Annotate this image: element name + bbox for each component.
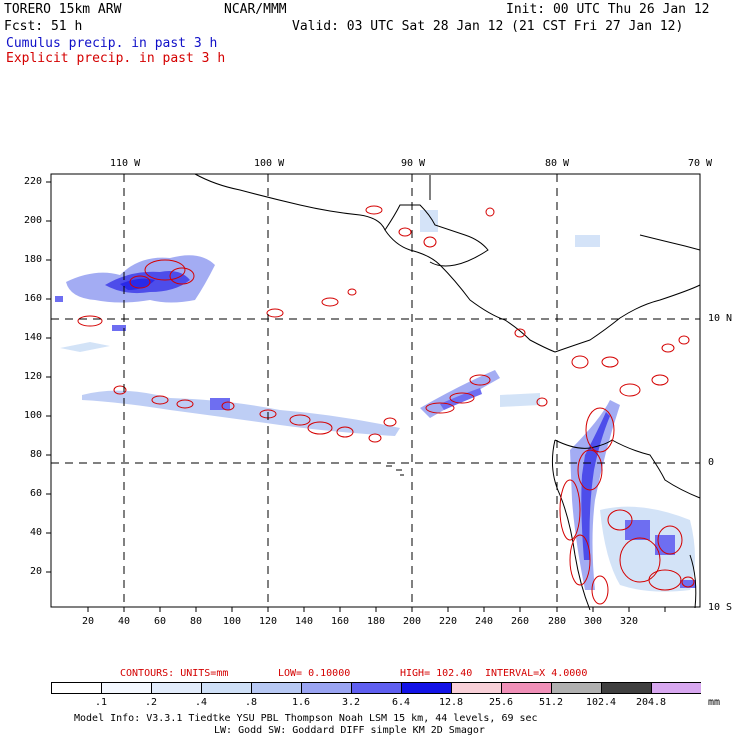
lon-label-110w: 110 W — [110, 158, 141, 169]
colorbar-label: 3.2 — [341, 697, 361, 708]
y-tick: 20 — [30, 566, 43, 577]
valid-time: Valid: 03 UTC Sat 28 Jan 12 (21 CST Fri … — [292, 19, 684, 34]
lon-label-100w: 100 W — [254, 158, 285, 169]
colorbar-swatch — [351, 682, 401, 694]
lon-label-80w: 80 W — [545, 158, 570, 169]
y-tick: 40 — [30, 527, 43, 538]
lat-label-0: 0 — [708, 457, 715, 468]
y-tick: 180 — [24, 254, 43, 265]
colorbar-label: .8 — [244, 697, 258, 708]
colorbar-label: .2 — [144, 697, 158, 708]
x-tick: 220 — [439, 616, 458, 627]
x-tick: 40 — [118, 616, 131, 627]
colorbar-swatch — [301, 682, 351, 694]
latlon-grid — [51, 174, 700, 607]
x-tick: 160 — [331, 616, 350, 627]
x-tick: 200 — [403, 616, 422, 627]
tick-marks — [46, 181, 666, 612]
colorbar-label: 51.2 — [538, 697, 564, 708]
explicit-legend: Explicit precip. in past 3 h — [6, 51, 226, 66]
colorbar-swatch — [501, 682, 551, 694]
y-tick: 100 — [24, 410, 43, 421]
y-tick: 220 — [24, 176, 43, 187]
y-tick: 200 — [24, 215, 43, 226]
colorbar-swatch — [51, 682, 101, 694]
colorbar-swatch — [451, 682, 501, 694]
colorbar-swatch — [601, 682, 651, 694]
y-tick: 80 — [30, 449, 43, 460]
y-tick: 140 — [24, 332, 43, 343]
init-time: Init: 00 UTC Thu 26 Jan 12 — [506, 2, 710, 17]
colorbar-swatch — [401, 682, 451, 694]
colorbar-label: 1.6 — [291, 697, 311, 708]
x-tick: 240 — [475, 616, 494, 627]
lon-label-90w: 90 W — [401, 158, 426, 169]
coastlines — [194, 173, 701, 611]
cumulus-legend: Cumulus precip. in past 3 h — [6, 36, 218, 51]
y-tick: 160 — [24, 293, 43, 304]
lat-label-10s: 10 S — [708, 602, 733, 613]
x-tick: 260 — [511, 616, 530, 627]
colorbar-swatch — [251, 682, 301, 694]
model-info-physics: LW: Godd SW: Goddard DIFF simple KM 2D S… — [214, 725, 485, 736]
org-label: NCAR/MMM — [224, 2, 287, 17]
contour-units: CONTOURS: UNITS=mm — [120, 668, 229, 679]
colorbar-label: 204.8 — [635, 697, 667, 708]
colorbar-label: 25.6 — [488, 697, 514, 708]
lon-label-70w: 70 W — [688, 158, 713, 169]
colorbar-label: .4 — [194, 697, 208, 708]
x-tick: 320 — [620, 616, 639, 627]
colorbar-label: 102.4 — [585, 697, 617, 708]
colorbar-label: 12.8 — [438, 697, 464, 708]
contour-interval: INTERVAL=X 4.0000 — [485, 668, 588, 679]
colorbar-swatch — [151, 682, 201, 694]
x-tick: 100 — [223, 616, 242, 627]
x-tick: 280 — [548, 616, 567, 627]
x-tick: 20 — [82, 616, 95, 627]
colorbar-swatch — [201, 682, 251, 694]
model-title: TORERO 15km ARW — [4, 2, 122, 17]
colorbar-label: 6.4 — [391, 697, 411, 708]
colorbar-unit: mm — [708, 697, 721, 708]
colorbar-swatch — [651, 682, 701, 694]
contour-high: HIGH= 102.40 — [400, 668, 473, 679]
cumulus-precip-shading — [55, 210, 696, 592]
x-tick: 80 — [190, 616, 203, 627]
x-tick: 140 — [295, 616, 314, 627]
colorbar-swatch — [551, 682, 601, 694]
x-tick: 60 — [154, 616, 167, 627]
colorbar-swatch — [101, 682, 151, 694]
explicit-precip-contours — [77, 205, 695, 605]
contour-low: LOW= 0.10000 — [278, 668, 351, 679]
x-tick: 180 — [367, 616, 386, 627]
x-tick: 300 — [584, 616, 603, 627]
colorbar-label: .1 — [94, 697, 108, 708]
y-tick: 120 — [24, 371, 43, 382]
forecast-hour: Fcst: 51 h — [4, 19, 83, 34]
y-tick: 60 — [30, 488, 43, 499]
map-frame — [50, 173, 701, 608]
model-info: Model Info: V3.3.1 Tiedtke YSU PBL Thomp… — [74, 713, 538, 724]
lat-label-10n: 10 N — [708, 313, 733, 324]
x-tick: 120 — [259, 616, 278, 627]
